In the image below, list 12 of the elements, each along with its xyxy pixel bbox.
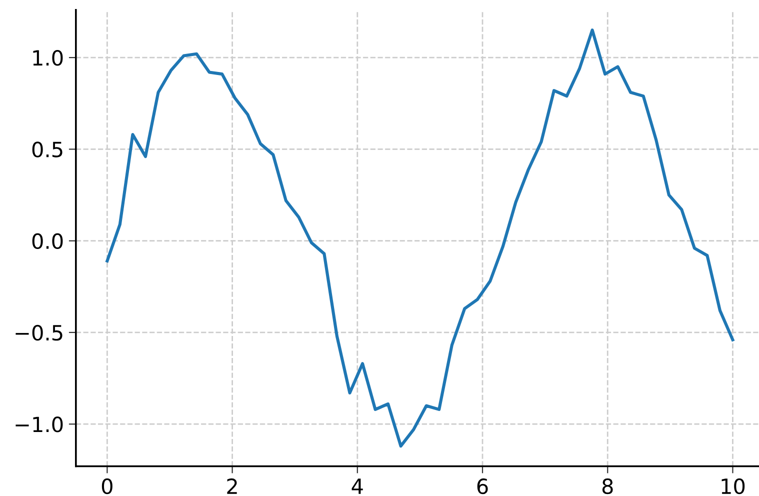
y-tick-label: −1.0 bbox=[16, 416, 63, 432]
x-tick-label: 8 bbox=[602, 478, 613, 494]
y-tick-label: 1.0 bbox=[33, 50, 63, 66]
x-tick-label: 2 bbox=[227, 478, 237, 494]
x-tick-label: 0 bbox=[102, 478, 112, 494]
y-tick-label: 0.0 bbox=[32, 233, 63, 250]
x-tick-label: 10 bbox=[722, 478, 745, 494]
line-series bbox=[106, 28, 734, 448]
x-tick-label: 4 bbox=[352, 478, 363, 494]
y-tick-label: 0.5 bbox=[32, 142, 62, 158]
x-tick-label: 6 bbox=[477, 478, 488, 494]
y-tick-label: −0.5 bbox=[16, 324, 62, 341]
